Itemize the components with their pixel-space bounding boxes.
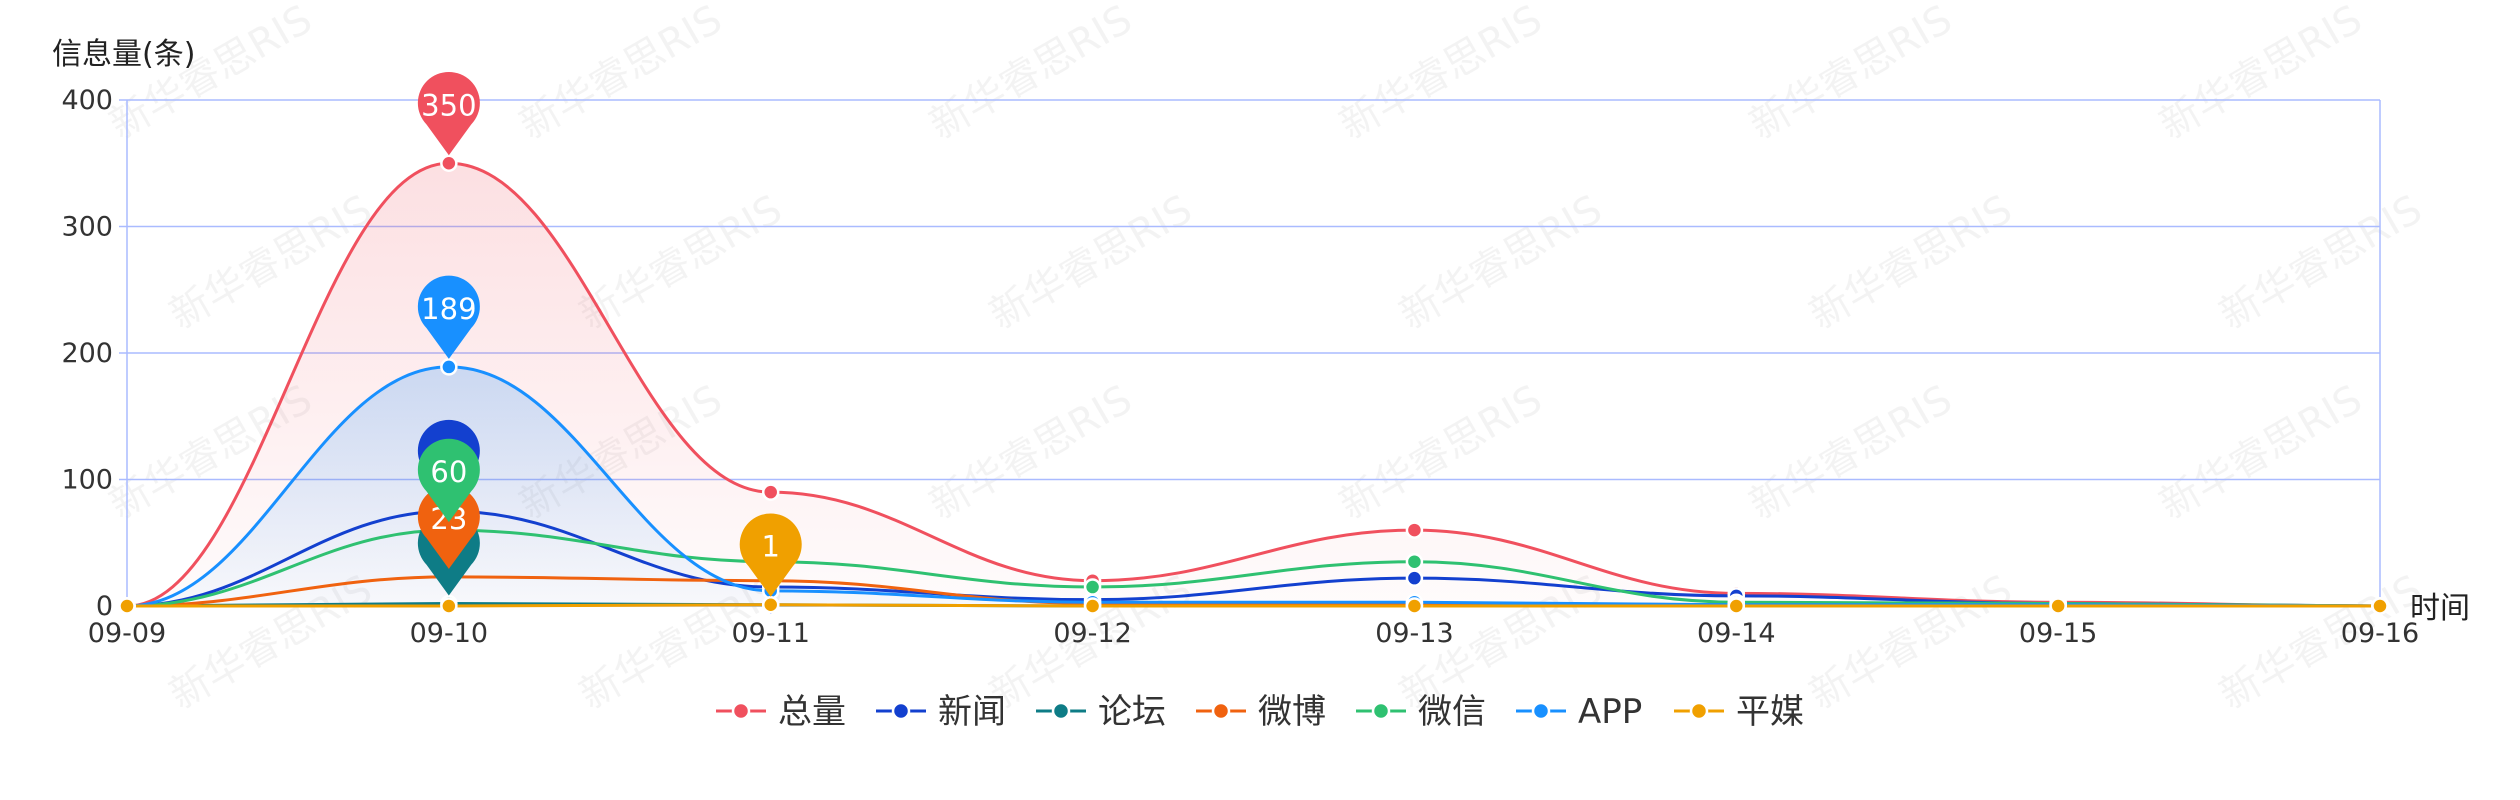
legend-item[interactable]: APP	[1516, 692, 1642, 732]
legend-item[interactable]: 微信	[1356, 692, 1486, 732]
data-point	[440, 597, 458, 615]
watermark-text: 新华睿思RIS	[922, 376, 1140, 528]
data-point	[1727, 597, 1746, 615]
x-tick-label: 09-12	[1053, 618, 1131, 649]
data-point	[2049, 597, 2067, 615]
legend-item[interactable]: 平媒	[1674, 692, 1804, 732]
watermark-text: 新华睿思RIS	[922, 0, 1140, 149]
data-point	[1405, 521, 1424, 539]
data-point	[1083, 578, 1102, 596]
watermark-text: 新华睿思RIS	[572, 186, 790, 338]
watermark-text: 新华睿思RIS	[102, 0, 320, 149]
x-tick-label: 09-15	[2019, 618, 2097, 649]
legend-label: 微信	[1418, 692, 1486, 732]
y-tick-label: 200	[61, 338, 113, 369]
watermark-text: 新华睿思RIS	[1332, 0, 1550, 149]
pin-shape	[417, 71, 480, 156]
legend[interactable]: 总量 新闻 论坛 微博 微信 APP 平媒	[716, 692, 1804, 732]
data-point	[1083, 597, 1102, 615]
value-pin: 60	[417, 438, 480, 523]
x-tick-label: 09-11	[731, 618, 809, 649]
y-tick-label: 400	[61, 85, 113, 116]
legend-label: 微博	[1258, 692, 1326, 732]
pin-value-label: 189	[421, 292, 476, 326]
axes: 信息量(条) 时间 0 100 200 300 400 09-09 09-10 09-11 09…	[52, 37, 2470, 649]
data-point	[440, 358, 458, 376]
watermark-text: 新华睿思RIS	[512, 0, 730, 149]
legend-item[interactable]: 新闻	[876, 692, 1006, 732]
watermark-text: 新华睿思RIS	[1332, 376, 1550, 528]
legend-label: 论坛	[1098, 692, 1166, 732]
data-point	[1405, 552, 1424, 571]
pin-value-label: 60	[430, 455, 467, 489]
y-tick-label: 0	[96, 591, 113, 622]
legend-marker	[1689, 701, 1709, 721]
legend-marker	[1051, 701, 1071, 721]
y-axis-title: 信息量(条)	[52, 37, 195, 72]
pin-value-label: 1	[761, 530, 779, 564]
pin-shape	[417, 485, 480, 569]
legend-marker	[1371, 701, 1391, 721]
x-tick-label: 09-14	[1697, 618, 1775, 649]
watermark-text: 新华睿思RIS	[1392, 186, 1610, 338]
data-point	[1405, 597, 1424, 615]
legend-item[interactable]: 总量	[716, 692, 846, 732]
watermark-text: 新华睿思RIS	[1802, 566, 2020, 718]
value-pin: 1	[739, 513, 802, 597]
legend-label: APP	[1578, 692, 1642, 732]
data-point	[2371, 597, 2389, 615]
watermark-text: 新华睿思RIS	[2152, 0, 2370, 149]
legend-item[interactable]: 论坛	[1036, 692, 1166, 732]
value-pins: 23601893501	[417, 71, 802, 597]
pin-shape	[417, 438, 480, 523]
pin-shape	[417, 275, 480, 359]
legend-marker	[891, 701, 911, 721]
x-tick-label: 09-16	[2341, 618, 2419, 649]
x-axis-title: 时间	[2410, 591, 2470, 626]
legend-label: 平媒	[1736, 692, 1804, 732]
data-point	[440, 154, 458, 172]
value-pin: 189	[417, 275, 480, 359]
legend-marker	[1211, 701, 1231, 721]
legend-marker	[731, 701, 751, 721]
data-point	[761, 595, 780, 614]
watermark-text: 新华睿思RIS	[982, 186, 1200, 338]
legend-item[interactable]: 微博	[1196, 692, 1326, 732]
watermark-text: 新华睿思RIS	[1802, 186, 2020, 338]
data-point	[1405, 569, 1424, 587]
x-tick-label: 09-09	[88, 618, 166, 649]
pin-shape	[739, 513, 802, 597]
watermark-text: 新华睿思RIS	[2212, 186, 2430, 338]
y-tick-label: 300	[61, 212, 113, 243]
x-tick-label: 09-13	[1375, 618, 1453, 649]
watermark-text: 新华睿思RIS	[2152, 376, 2370, 528]
y-tick-label: 100	[61, 465, 113, 496]
series-line	[127, 603, 2380, 608]
data-point	[118, 597, 136, 615]
value-pin: 350	[417, 71, 480, 156]
data-point	[761, 483, 780, 501]
legend-marker	[1531, 701, 1551, 721]
legend-label: 新闻	[938, 692, 1006, 732]
legend-label: 总量	[778, 692, 846, 732]
watermark-text: 新华睿思RIS	[1742, 376, 1960, 528]
x-tick-label: 09-10	[410, 618, 488, 649]
series-area	[127, 163, 2380, 606]
pin-value-label: 350	[421, 88, 476, 122]
watermark-text: 新华睿思RIS	[1742, 0, 1960, 149]
